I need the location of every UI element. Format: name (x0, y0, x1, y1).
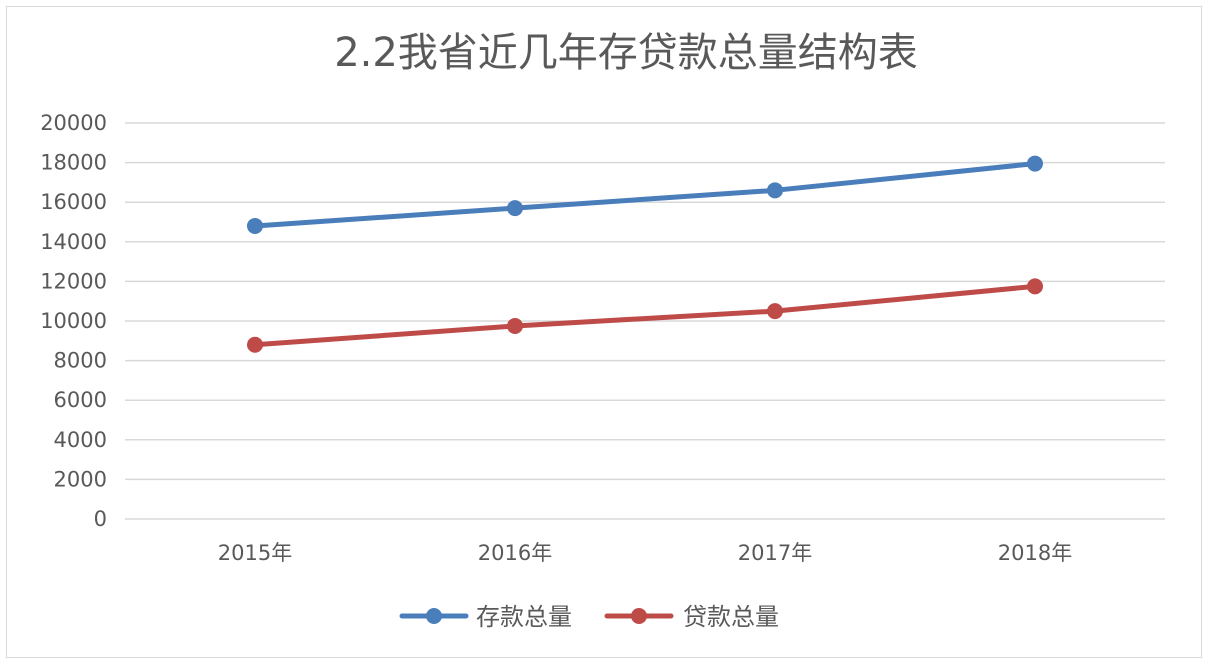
legend: 存款总量 贷款总量 (399, 603, 779, 631)
y-tick-label: 14000 (40, 230, 107, 254)
y-tick-label: 20000 (40, 111, 107, 135)
chart-title: 2.2我省近几年存贷款总量结构表 (334, 30, 918, 76)
series-layer (247, 155, 1043, 353)
data-point (767, 303, 783, 320)
chart-frame (6, 6, 1202, 658)
y-tick-label: 18000 (40, 151, 107, 175)
data-point (507, 200, 523, 217)
y-tick-label: 2000 (54, 467, 107, 491)
data-point (507, 317, 523, 334)
y-tick-label: 12000 (40, 269, 107, 293)
y-axis-ticks: 0 2000 4000 6000 8000 10000 12000 14000 16000 180… (40, 111, 107, 531)
x-tick-label: 2018年 (998, 541, 1072, 565)
series-line-1 (252, 161, 1038, 229)
data-point (247, 217, 263, 234)
y-tick-label: 8000 (54, 349, 107, 373)
legend-swatch-marker (631, 608, 647, 624)
y-tick-label: 16000 (40, 190, 107, 214)
data-point (767, 182, 783, 199)
y-tick-label: 4000 (54, 428, 107, 452)
data-point (1027, 155, 1043, 172)
data-point (247, 336, 263, 353)
legend-label: 存款总量 (476, 603, 572, 631)
x-axis-ticks: 2015年 2016年 2017年 2018年 (218, 541, 1072, 565)
gridlines (125, 122, 1165, 520)
y-tick-label: 10000 (40, 309, 107, 333)
x-tick-label: 2016年 (478, 541, 552, 565)
x-tick-label: 2017年 (738, 541, 812, 565)
series-line-2 (252, 283, 1038, 348)
y-tick-label: 0 (94, 507, 107, 531)
x-tick-label: 2015年 (218, 541, 292, 565)
legend-label: 贷款总量 (683, 603, 779, 631)
y-tick-label: 6000 (54, 388, 107, 412)
legend-swatch-marker (426, 608, 442, 624)
data-point (1027, 278, 1043, 295)
